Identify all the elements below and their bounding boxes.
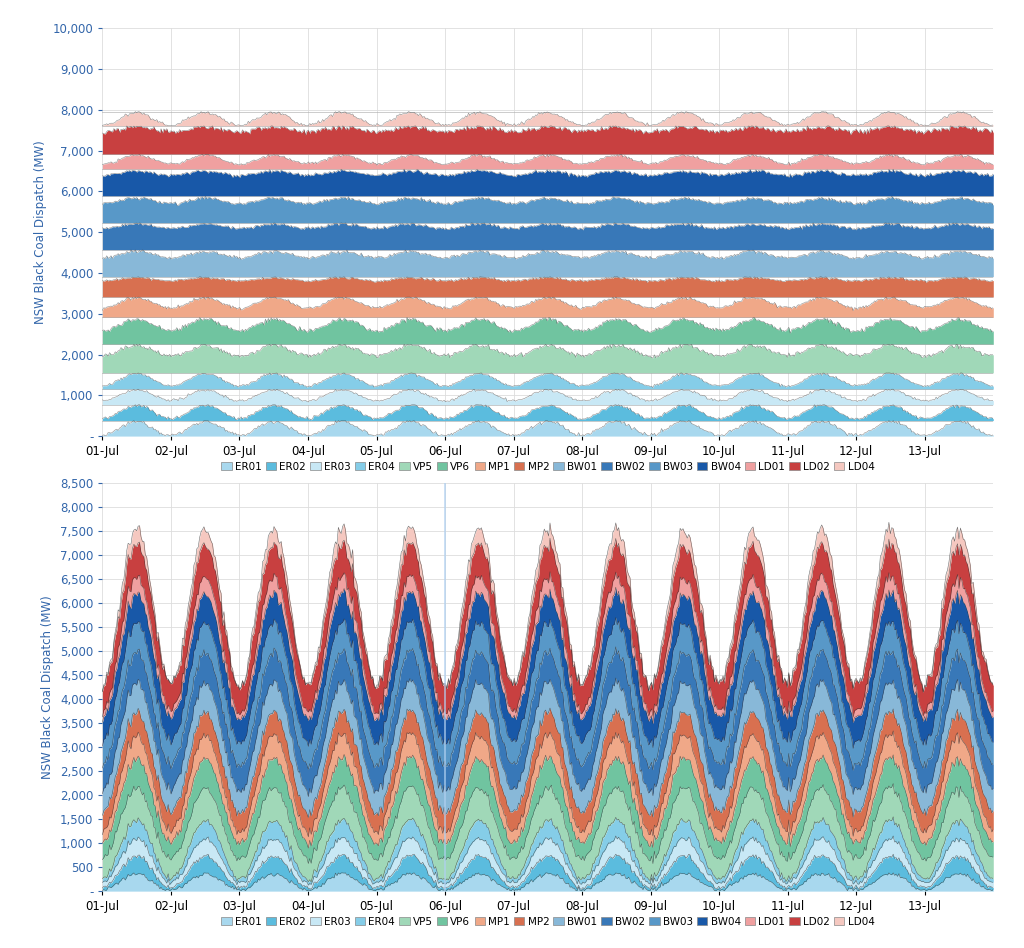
Legend: ER01, ER02, ER03, ER04, VP5, VP6, MP1, MP2, BW01, BW02, BW03, BW04, LD01, LD02, : ER01, ER02, ER03, ER04, VP5, VP6, MP1, M… bbox=[217, 912, 879, 931]
Legend: ER01, ER02, ER03, ER04, VP5, VP6, MP1, MP2, BW01, BW02, BW03, BW04, LD01, LD02, : ER01, ER02, ER03, ER04, VP5, VP6, MP1, M… bbox=[217, 457, 879, 476]
Y-axis label: NSW Black Coal Dispatch (MW): NSW Black Coal Dispatch (MW) bbox=[34, 140, 47, 324]
Y-axis label: NSW Black Coal Dispatch (MW): NSW Black Coal Dispatch (MW) bbox=[41, 595, 54, 779]
